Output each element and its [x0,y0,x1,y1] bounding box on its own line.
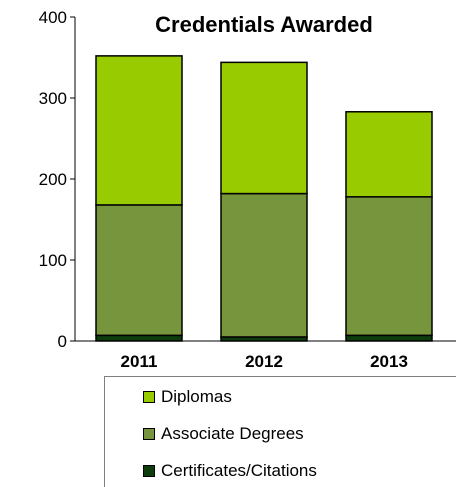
bar-certificates-citations-2011 [95,334,183,342]
legend-label-certificates-citations: Certificates/Citations [161,461,317,480]
bar-associate-degrees-2012 [220,192,308,338]
x-tick-label: 2012 [245,352,283,371]
bar-certificates-citations-2013 [345,334,433,342]
x-tick-label: 2011 [121,352,158,371]
bar-diplomas-2011 [95,55,183,206]
legend-swatch-diplomas [143,391,155,403]
x-tick-label: 2013 [370,352,408,371]
legend: Diplomas Associate Degrees Certificates/… [104,376,456,487]
legend-swatch-associate-degrees [143,428,155,440]
legend-item-associate-degrees: Associate Degrees [143,424,304,444]
chart-title: Credentials Awarded [155,12,373,37]
legend-label-diplomas: Diplomas [161,387,232,406]
y-tick-label: 200 [39,170,67,189]
legend-item-certificates-citations: Certificates/Citations [143,461,317,481]
y-tick-label: 0 [58,332,67,351]
y-tick-label: 100 [39,251,67,270]
y-tick-label: 300 [39,89,67,108]
y-tick-label: 400 [39,8,67,27]
legend-swatch-certificates-citations [143,465,155,477]
bar-associate-degrees-2013 [345,196,433,337]
bar-diplomas-2012 [220,61,308,195]
bar-diplomas-2013 [345,111,433,198]
legend-label-associate-degrees: Associate Degrees [161,424,304,443]
legend-item-diplomas: Diplomas [143,387,232,407]
bar-associate-degrees-2011 [95,204,183,337]
